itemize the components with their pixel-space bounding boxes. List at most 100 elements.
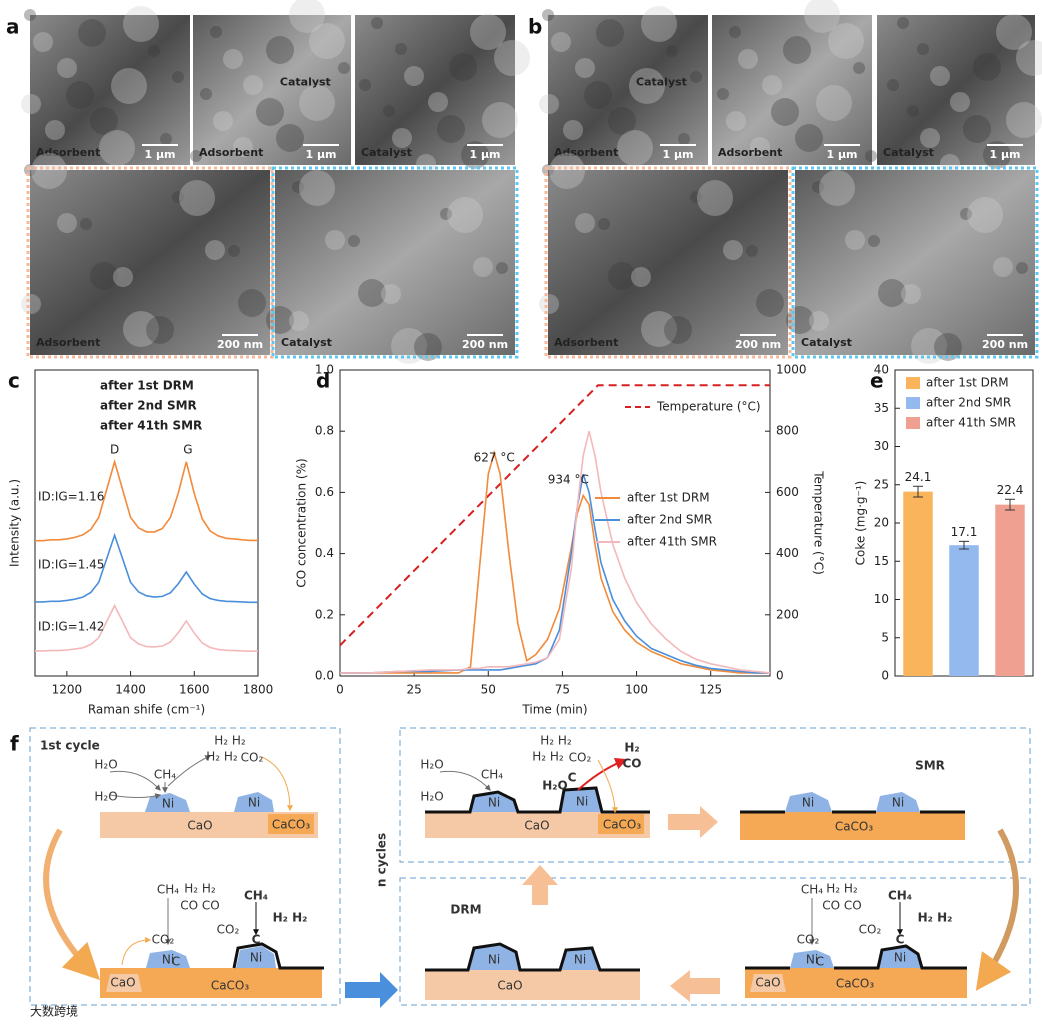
y-tick-label: 40 — [874, 363, 889, 377]
scheme-text: CaO — [524, 819, 549, 833]
texture — [911, 328, 947, 364]
arrow — [345, 972, 398, 1008]
texture — [80, 218, 92, 230]
frame — [544, 166, 792, 359]
texture — [762, 75, 782, 95]
texture — [629, 68, 665, 104]
texture — [299, 170, 335, 206]
scheme-text: C — [172, 955, 180, 969]
texture — [371, 17, 383, 29]
y-tick-label: 0.0 — [315, 669, 334, 683]
texture — [381, 284, 401, 304]
texture — [238, 289, 266, 317]
texture — [256, 98, 284, 126]
scheme-text: H₂ H₂ — [273, 911, 308, 925]
series-line — [339, 384, 770, 647]
y-tick-label: 0.4 — [315, 546, 334, 560]
ni-particle — [785, 792, 832, 812]
x-tick-label: 1200 — [52, 683, 83, 697]
bar — [995, 504, 1025, 676]
coke-layer — [232, 942, 324, 970]
legend-label: after 1st DRM — [627, 491, 710, 505]
legend-swatch — [906, 417, 920, 429]
scheme-text: H₂ H₂ — [918, 911, 953, 925]
texture — [437, 115, 465, 143]
texture — [819, 170, 855, 206]
scheme-text: H₂O — [94, 790, 117, 804]
substrate — [598, 814, 644, 834]
texture — [963, 115, 991, 143]
texture — [816, 85, 852, 121]
texture — [865, 150, 877, 162]
texture — [395, 43, 407, 55]
scheme-text: Ni — [892, 796, 904, 810]
texture — [967, 197, 1003, 233]
legend-swatch — [906, 397, 920, 409]
scheme-text: C — [816, 955, 824, 969]
sem-image — [795, 170, 1035, 355]
annotation: 627 °C — [474, 451, 515, 465]
arrow — [668, 806, 718, 838]
texture — [878, 279, 906, 307]
arrow — [261, 756, 293, 812]
sem-tag: Adsorbent — [36, 336, 100, 349]
scheme-text: C — [896, 933, 905, 947]
scheme-text: H₂ H₂ — [532, 750, 564, 764]
arrow — [167, 755, 212, 787]
scheme-text: Ni — [162, 797, 174, 811]
scheme-text: CO₂ — [152, 933, 175, 947]
texture — [243, 75, 263, 95]
texture — [428, 92, 448, 112]
texture — [470, 14, 506, 50]
texture — [539, 294, 559, 314]
scheme-text: Ni — [488, 953, 500, 967]
texture — [447, 197, 483, 233]
texture — [596, 19, 624, 47]
ratio-label: ID:IG=1.16 — [38, 490, 104, 504]
scheme-text: H₂O — [420, 758, 443, 772]
frame — [26, 166, 274, 359]
arrow — [109, 793, 162, 800]
texture — [99, 130, 135, 166]
texture — [57, 58, 77, 78]
texture — [539, 94, 559, 114]
scheme-text: H₂ H₂ — [214, 734, 246, 748]
texture — [901, 284, 921, 304]
scheme-text: H₂ H₂ — [206, 750, 238, 764]
texture — [697, 180, 733, 216]
texture — [78, 19, 106, 47]
scheme-text: CO₂ — [217, 923, 240, 937]
texture — [172, 71, 184, 83]
y2-tick-label: 200 — [776, 607, 799, 621]
substrate — [106, 974, 142, 992]
texture — [828, 23, 864, 59]
texture — [148, 45, 160, 57]
scale-label: 200 nm — [462, 338, 508, 351]
texture — [795, 124, 823, 152]
x-tick-label: 100 — [625, 683, 648, 697]
scheme-text: H₂ — [624, 741, 639, 755]
y-tick-label: 0.8 — [315, 424, 334, 438]
cycle-box — [29, 727, 341, 1006]
texture — [228, 245, 240, 257]
legend-label: after 2nd SMR — [100, 399, 197, 413]
texture — [309, 23, 345, 59]
texture — [930, 66, 950, 86]
plot-frame — [34, 369, 259, 677]
scale-label: 1 μm — [144, 148, 175, 161]
texture — [664, 316, 692, 344]
texture — [210, 26, 222, 38]
scheme-text: CaCO₃ — [603, 818, 642, 832]
y2-tick-label: 1000 — [776, 363, 807, 377]
scheme-text: Ni — [576, 795, 588, 809]
texture — [809, 311, 829, 331]
sem-image — [30, 170, 270, 355]
scheme-text: Ni — [806, 953, 818, 967]
scale-label: 1 μm — [662, 148, 693, 161]
y-tick-label: 1.0 — [315, 363, 334, 377]
texture — [482, 102, 518, 138]
texture — [551, 32, 571, 52]
annotation: 934 °C — [548, 473, 589, 487]
x-tick-label: 0 — [336, 683, 344, 697]
sem-tag: Catalyst — [281, 336, 332, 349]
